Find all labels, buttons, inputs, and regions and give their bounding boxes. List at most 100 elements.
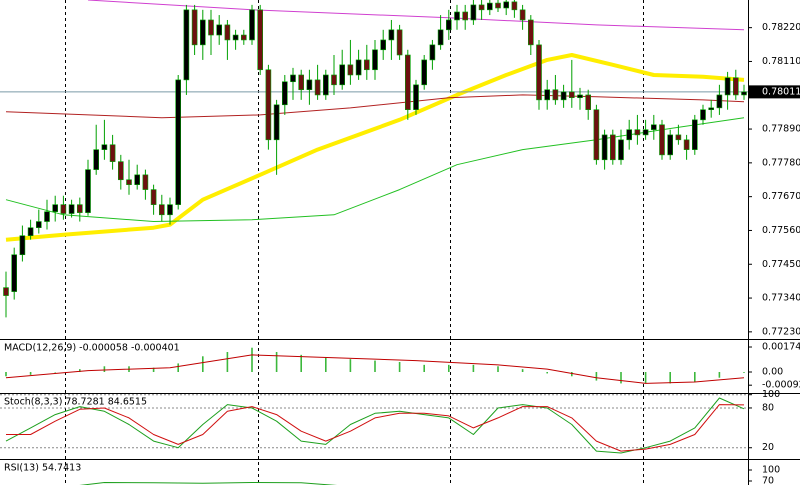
candle-body — [281, 81, 288, 106]
candle-body — [27, 227, 34, 236]
candle-body — [560, 91, 567, 101]
y-tick-label: 0.77780 — [762, 157, 800, 168]
candle-body — [650, 124, 657, 130]
candle-body — [609, 134, 616, 161]
candle-body — [322, 74, 329, 96]
candle-body — [35, 221, 42, 228]
y-tick-label: -0.000923 — [762, 380, 800, 391]
candle-body — [527, 19, 534, 46]
candle-body — [396, 29, 403, 56]
histogram-bar — [349, 359, 352, 372]
candle-body — [118, 161, 124, 181]
candle-body — [642, 129, 649, 136]
candle-body — [519, 9, 526, 21]
candle-body — [708, 107, 715, 110]
last-price-box — [749, 85, 800, 99]
candle-body — [331, 74, 337, 86]
candle-body — [700, 109, 706, 121]
candle-body — [437, 29, 444, 46]
candle-body — [380, 39, 387, 51]
indicator-title: RSI(13) 54.7413 — [4, 463, 81, 474]
panel — [0, 0, 748, 318]
histogram-bar — [423, 364, 425, 372]
candle-body — [93, 149, 99, 170]
candle-body — [536, 44, 542, 101]
candle-body — [568, 91, 575, 99]
candle-body — [445, 19, 452, 31]
y-tick-label: 100 — [762, 465, 780, 476]
candle-body — [314, 79, 321, 96]
candle-body — [503, 1, 510, 9]
histogram-bar — [571, 372, 573, 377]
candle-body — [109, 144, 116, 162]
candle-body — [675, 134, 682, 141]
series-line — [5, 397, 745, 454]
histogram-bar — [103, 366, 106, 372]
candle-body — [413, 84, 419, 110]
candle-body — [159, 204, 165, 216]
candle-body — [257, 9, 264, 71]
series-line — [5, 117, 745, 222]
histogram-bar — [54, 372, 56, 373]
candle-body — [724, 77, 731, 96]
panel — [0, 394, 748, 454]
histogram-bar — [79, 369, 81, 372]
candle-body — [232, 34, 239, 41]
candle-body — [298, 74, 305, 91]
candle-body — [265, 69, 272, 141]
y-tick-label: 0.77340 — [762, 293, 800, 304]
candle-body — [273, 104, 280, 141]
candle-body — [216, 24, 222, 36]
histogram-bar — [620, 372, 622, 384]
candle-body — [478, 4, 485, 11]
histogram-bar — [5, 372, 7, 377]
histogram-bar — [226, 352, 229, 372]
candle-body — [355, 59, 362, 76]
histogram-bar — [644, 372, 647, 384]
candle-body — [667, 134, 674, 156]
candle-body — [372, 49, 378, 71]
candle-body — [3, 287, 9, 296]
histogram-bar — [177, 363, 179, 372]
candle-body — [167, 204, 173, 216]
candle-body — [404, 54, 411, 110]
candle-body — [85, 169, 91, 213]
candle-body — [429, 44, 436, 61]
y-tick-label: 80 — [762, 402, 774, 413]
histogram-bar — [472, 364, 475, 372]
candle-body — [421, 59, 428, 86]
candle-body — [52, 204, 59, 213]
y-tick-label: 0.77450 — [762, 259, 800, 270]
candle-body — [388, 29, 395, 41]
candle-body — [306, 79, 313, 91]
candle-body — [19, 235, 26, 256]
candle-body — [68, 204, 75, 214]
histogram-bar — [743, 372, 745, 373]
histogram-bar — [300, 354, 302, 372]
candle-body — [741, 91, 747, 96]
candle-body — [191, 9, 198, 46]
histogram-bar — [202, 356, 204, 372]
candle-body — [659, 124, 665, 156]
candle-body — [60, 204, 67, 214]
histogram-bar — [251, 347, 253, 372]
candle-body — [101, 144, 108, 150]
series-line — [5, 53, 745, 242]
y-tick-label: 100 — [762, 389, 780, 400]
candle-body — [241, 34, 247, 41]
panel — [5, 347, 745, 384]
candle-body — [150, 189, 157, 205]
y-tick-label: 0.77670 — [762, 191, 800, 202]
candle-body — [339, 64, 346, 86]
candle-body — [593, 109, 600, 161]
candle-body — [363, 59, 370, 71]
y-tick-label: 0.00 — [762, 367, 783, 378]
candle-body — [175, 79, 181, 205]
candle-body — [716, 94, 723, 109]
histogram-bar — [718, 372, 721, 378]
y-tick-label: 0.78110 — [762, 56, 800, 67]
histogram-bar — [275, 352, 278, 372]
